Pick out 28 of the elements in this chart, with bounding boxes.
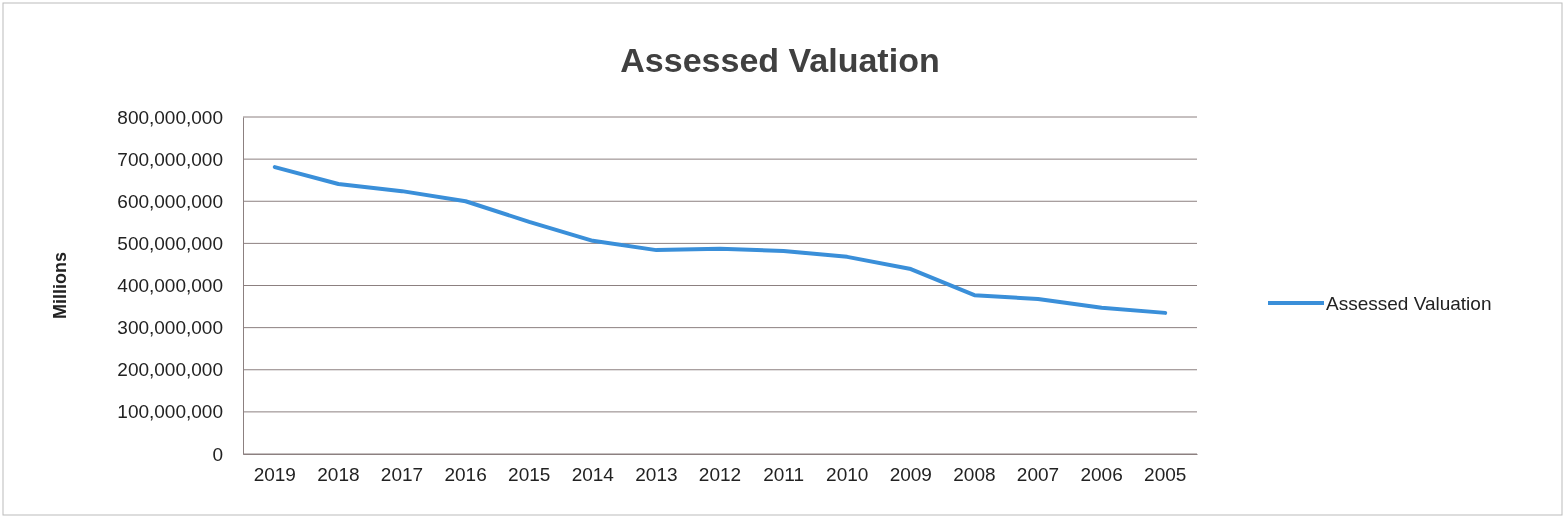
y-tick-label: 400,000,000: [117, 275, 223, 297]
y-tick-label: 0: [212, 443, 223, 465]
y-tick-label: 200,000,000: [117, 359, 223, 381]
y-tick-label: 800,000,000: [117, 106, 223, 128]
x-tick-label: 2013: [635, 464, 678, 486]
x-tick-label: 2005: [1144, 464, 1187, 486]
x-tick-label: 2006: [1080, 464, 1123, 486]
x-tick-label: 2014: [571, 464, 615, 486]
chart-title: Assessed Valuation: [620, 41, 940, 79]
x-tick-label: 2016: [444, 464, 487, 486]
y-tick-label: 700,000,000: [117, 148, 223, 170]
x-tick-label: 2012: [698, 464, 742, 486]
y-tick-label: 300,000,000: [117, 317, 223, 339]
x-tick-label: 2015: [508, 464, 551, 486]
x-tick-label: 2008: [953, 464, 996, 486]
x-tick-label: 2018: [317, 464, 360, 486]
x-tick-label: 2011: [763, 464, 805, 486]
line-series: [272, 165, 1168, 315]
x-tick-label: 2009: [889, 464, 932, 486]
y-axis-title: Millions: [50, 252, 70, 319]
x-tick-label: 2010: [826, 464, 869, 486]
x-tick-label: 2017: [380, 464, 424, 486]
y-tick-label: 600,000,000: [117, 190, 223, 212]
y-tick-label: 100,000,000: [117, 401, 223, 423]
x-tick-label: 2007: [1016, 464, 1060, 486]
x-tick-label: 2019: [253, 464, 296, 486]
legend-label: Assessed Valuation: [1326, 293, 1492, 314]
y-tick-label: 500,000,000: [117, 232, 223, 254]
